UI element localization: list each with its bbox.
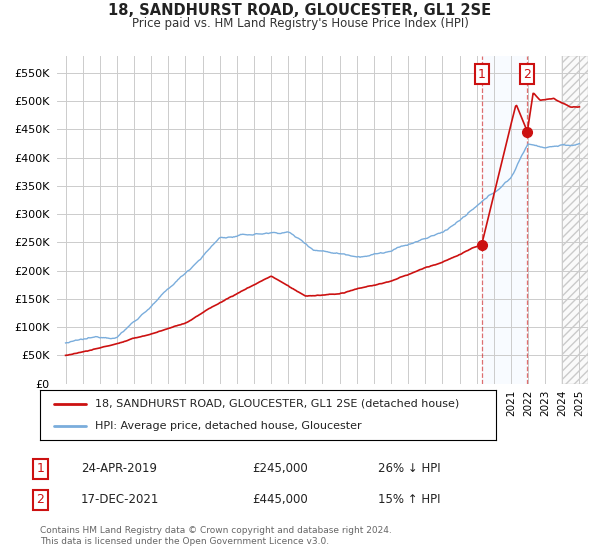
Text: 1: 1 [36,462,44,475]
Text: 1: 1 [478,68,485,81]
Text: 15% ↑ HPI: 15% ↑ HPI [378,493,440,506]
Text: 2: 2 [36,493,44,506]
Bar [562,56,588,384]
Text: HPI: Average price, detached house, Gloucester: HPI: Average price, detached house, Glou… [95,421,362,431]
Bar [562,56,588,384]
Text: 24-APR-2019: 24-APR-2019 [81,462,157,475]
Text: 2: 2 [523,68,532,81]
Text: 18, SANDHURST ROAD, GLOUCESTER, GL1 2SE (detached house): 18, SANDHURST ROAD, GLOUCESTER, GL1 2SE … [95,399,459,409]
Text: Contains HM Land Registry data © Crown copyright and database right 2024.
This d: Contains HM Land Registry data © Crown c… [40,526,392,546]
Text: £245,000: £245,000 [252,462,308,475]
Text: 18, SANDHURST ROAD, GLOUCESTER, GL1 2SE: 18, SANDHURST ROAD, GLOUCESTER, GL1 2SE [109,3,491,18]
Bar [482,56,527,384]
Text: £445,000: £445,000 [252,493,308,506]
Text: 17-DEC-2021: 17-DEC-2021 [81,493,160,506]
Text: Price paid vs. HM Land Registry's House Price Index (HPI): Price paid vs. HM Land Registry's House … [131,17,469,30]
Text: 26% ↓ HPI: 26% ↓ HPI [378,462,440,475]
